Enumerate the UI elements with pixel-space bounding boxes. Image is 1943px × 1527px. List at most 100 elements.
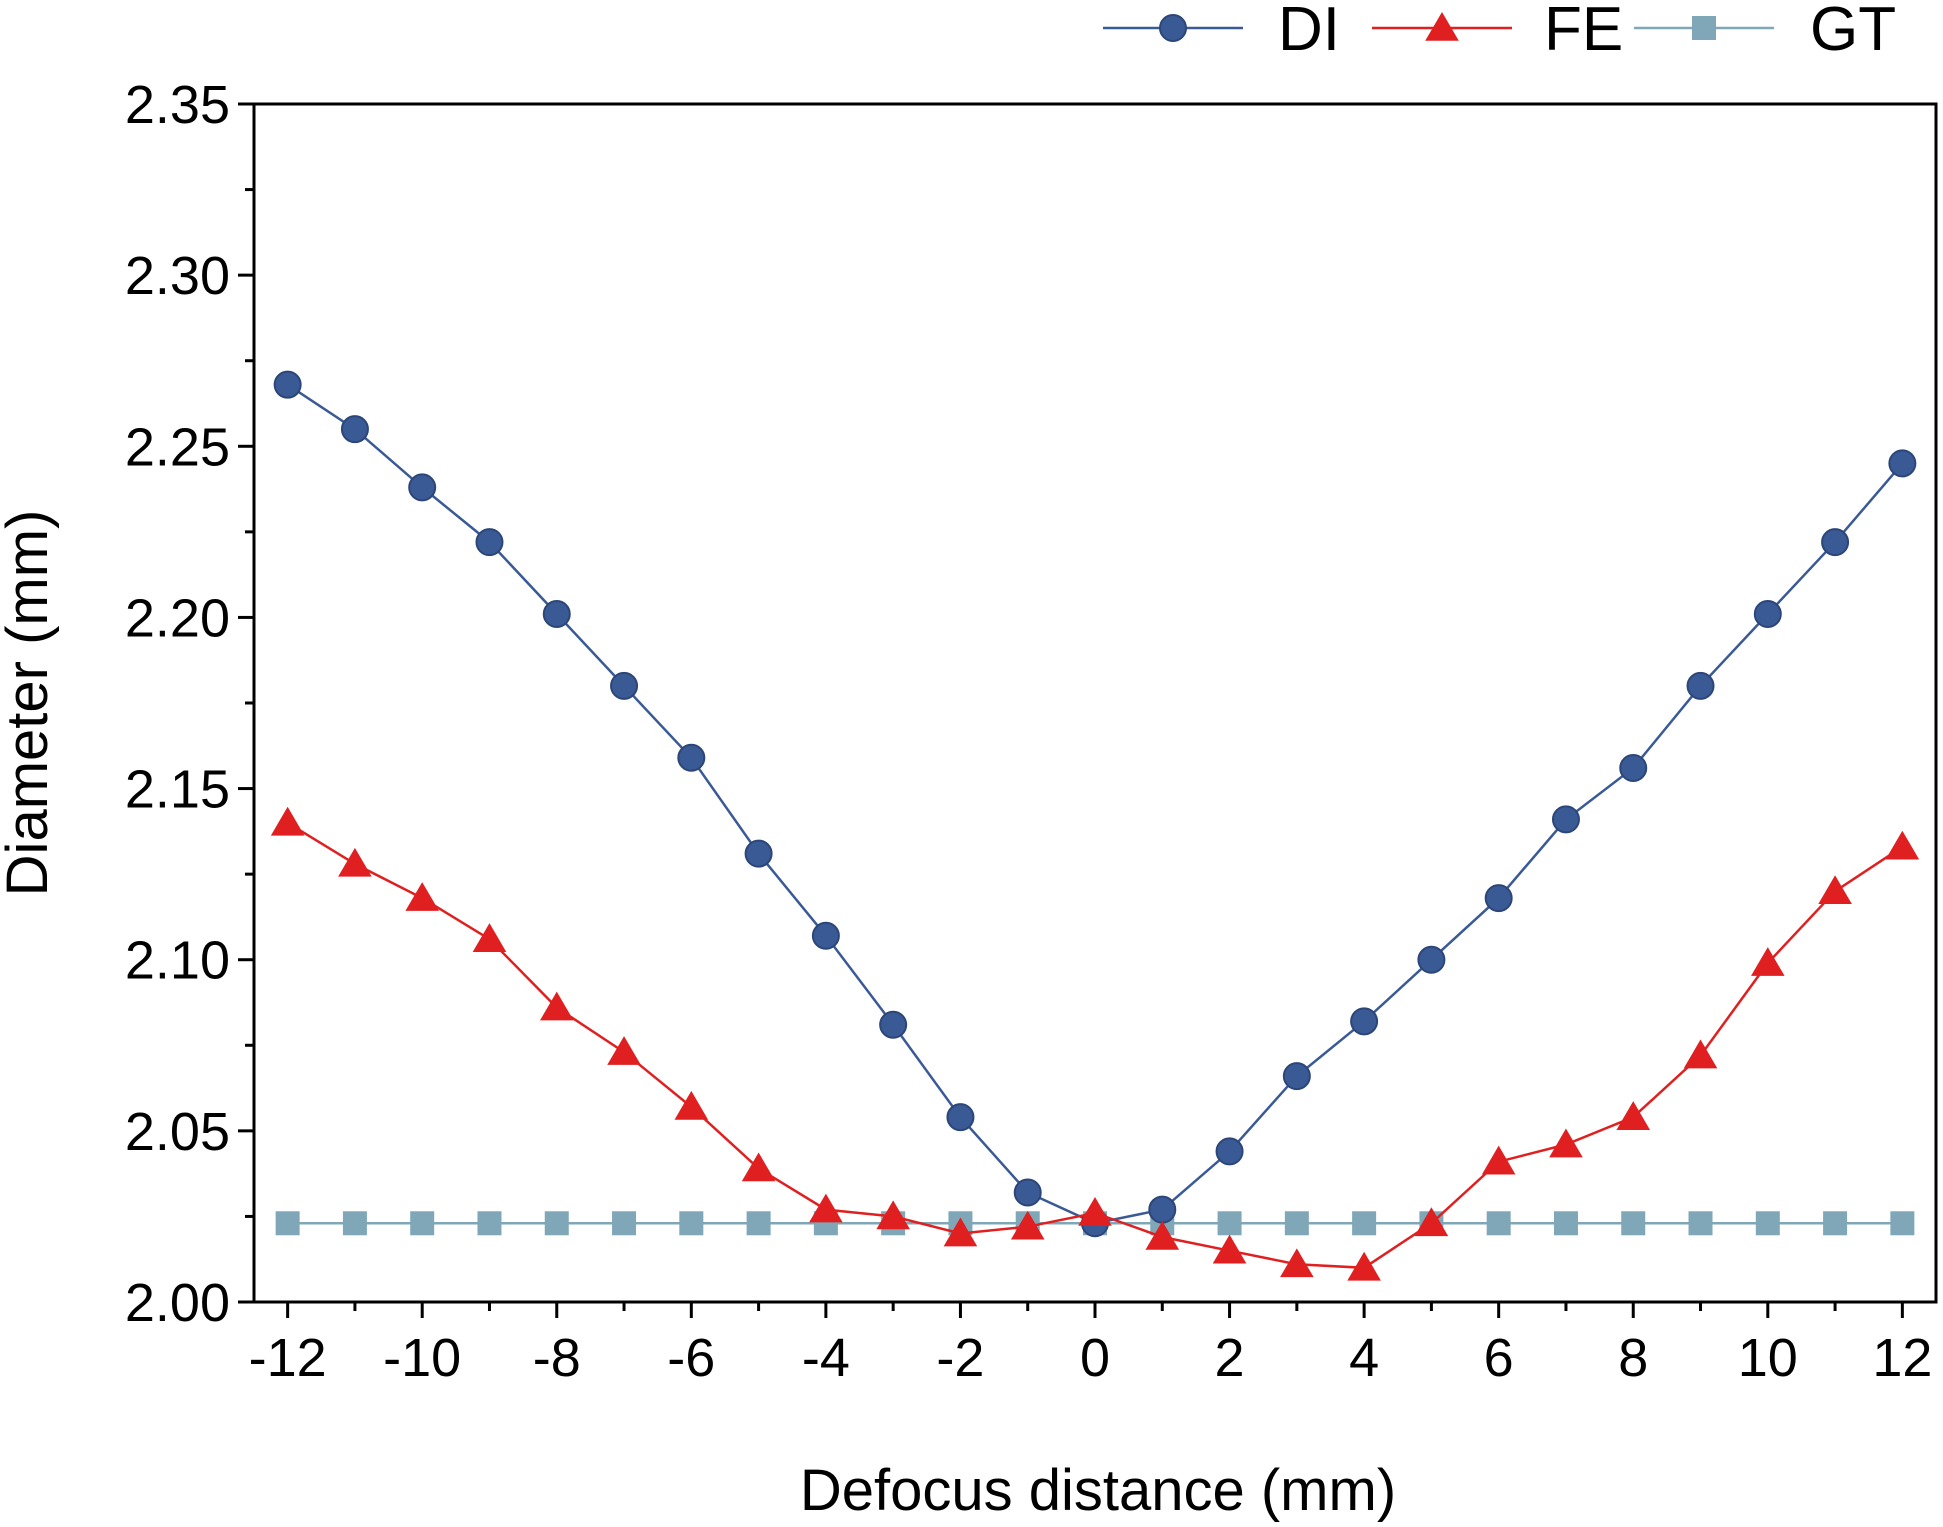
data-point-di bbox=[340, 415, 369, 444]
legend-marker bbox=[1425, 12, 1459, 41]
data-point-gt bbox=[1621, 1211, 1646, 1236]
data-point-di bbox=[946, 1103, 975, 1132]
y-axis-title: Diameter (mm) bbox=[0, 510, 60, 897]
data-point-di bbox=[879, 1010, 908, 1039]
data-point-di bbox=[475, 528, 504, 557]
data-point-di bbox=[1821, 528, 1850, 557]
data-point-fe bbox=[1145, 1220, 1180, 1250]
x-tick-label: -2 bbox=[936, 1328, 984, 1388]
x-tick-label: 2 bbox=[1215, 1328, 1245, 1388]
data-point-di bbox=[1753, 600, 1782, 629]
data-point-di bbox=[1484, 884, 1513, 913]
y-tick-label: 2.00 bbox=[125, 1273, 230, 1333]
data-point-fe bbox=[943, 1217, 978, 1247]
data-point-gt bbox=[1553, 1211, 1578, 1236]
data-point-di bbox=[1215, 1137, 1244, 1166]
series-line-di bbox=[286, 383, 1904, 1225]
plot-series bbox=[270, 370, 1920, 1281]
data-point-di bbox=[677, 743, 706, 772]
data-point-gt bbox=[1217, 1211, 1242, 1236]
data-point-fe bbox=[1347, 1251, 1381, 1281]
data-point-di bbox=[1350, 1007, 1379, 1036]
data-point-fe bbox=[539, 991, 574, 1021]
data-point-fe bbox=[1751, 947, 1785, 976]
x-tick-label: -10 bbox=[383, 1328, 461, 1388]
x-tick-label: -4 bbox=[802, 1328, 850, 1388]
x-tick-label: 4 bbox=[1349, 1328, 1379, 1388]
axes: 2.00 2.05 2.10 2.15 2.20 2.25 2.30 2.35 -12 -10 -8… bbox=[125, 75, 1938, 1388]
x-tick-label: 0 bbox=[1080, 1328, 1110, 1388]
data-point-gt bbox=[1352, 1211, 1377, 1236]
y-tick-label: 2.20 bbox=[125, 588, 230, 648]
data-point-fe bbox=[1481, 1145, 1516, 1175]
data-point-di bbox=[408, 473, 437, 502]
legend-label: DI bbox=[1278, 0, 1340, 64]
x-tick-label: -8 bbox=[533, 1328, 581, 1388]
data-point-gt bbox=[1755, 1211, 1780, 1236]
plot-frame bbox=[252, 102, 1938, 1304]
data-point-di bbox=[1282, 1062, 1311, 1091]
x-tick-label: 8 bbox=[1618, 1328, 1648, 1388]
data-point-di bbox=[1888, 449, 1917, 478]
legend-label: FE bbox=[1544, 0, 1623, 64]
data-point-gt bbox=[342, 1211, 367, 1236]
data-point-fe bbox=[472, 923, 507, 952]
data-point-gt bbox=[1890, 1211, 1915, 1236]
data-point-gt bbox=[544, 1211, 569, 1236]
data-point-fe bbox=[1549, 1128, 1583, 1158]
data-point-gt bbox=[1486, 1211, 1511, 1236]
y-tick-label: 2.10 bbox=[125, 931, 230, 991]
y-tick-label: 2.35 bbox=[125, 75, 230, 135]
data-point-di bbox=[1148, 1195, 1177, 1224]
legend-marker bbox=[1159, 14, 1187, 42]
data-point-di bbox=[811, 921, 840, 950]
legend-marker bbox=[1692, 16, 1716, 40]
data-point-fe bbox=[1010, 1210, 1045, 1240]
data-point-fe bbox=[1818, 875, 1852, 905]
series-fe bbox=[270, 806, 1920, 1281]
legend-item-gt: GT bbox=[1634, 0, 1896, 64]
data-point-fe bbox=[1683, 1039, 1718, 1069]
legend-item-di: DI bbox=[1103, 0, 1340, 64]
data-point-fe bbox=[1212, 1234, 1247, 1264]
data-point-gt bbox=[410, 1211, 435, 1236]
legend: DI FE GT bbox=[1103, 0, 1896, 64]
data-point-di bbox=[1417, 945, 1446, 974]
data-point-fe bbox=[674, 1090, 709, 1120]
data-point-gt bbox=[679, 1211, 704, 1236]
data-point-fe bbox=[1078, 1197, 1112, 1226]
data-point-gt bbox=[477, 1211, 502, 1236]
x-tick-label: -12 bbox=[249, 1328, 327, 1388]
data-point-gt bbox=[612, 1211, 637, 1236]
data-point-fe bbox=[338, 847, 372, 877]
x-tick-label: -6 bbox=[667, 1328, 715, 1388]
data-point-fe bbox=[1885, 830, 1920, 860]
data-point-di bbox=[1686, 671, 1715, 700]
series-gt bbox=[275, 1211, 1915, 1236]
data-point-di bbox=[273, 370, 302, 399]
data-point-fe bbox=[809, 1193, 843, 1223]
legend-label: GT bbox=[1810, 0, 1896, 64]
data-point-di bbox=[542, 600, 571, 629]
data-point-fe bbox=[876, 1200, 910, 1230]
y-tick-label: 2.30 bbox=[125, 246, 230, 306]
data-point-di bbox=[1551, 805, 1580, 834]
data-point-fe bbox=[741, 1152, 776, 1182]
data-point-fe bbox=[607, 1036, 641, 1065]
x-tick-label: 6 bbox=[1484, 1328, 1514, 1388]
x-axis-title: Defocus distance (mm) bbox=[800, 1458, 1396, 1523]
legend-item-fe: FE bbox=[1372, 0, 1623, 64]
y-tick-label: 2.15 bbox=[125, 760, 230, 820]
data-point-fe bbox=[1414, 1207, 1449, 1237]
data-point-di bbox=[1619, 754, 1648, 783]
x-tick-label: 10 bbox=[1738, 1328, 1798, 1388]
y-tick-label: 2.25 bbox=[125, 417, 230, 477]
data-point-fe bbox=[1280, 1248, 1314, 1278]
series-di bbox=[273, 370, 1917, 1238]
data-point-gt bbox=[275, 1211, 300, 1236]
data-point-fe bbox=[1616, 1101, 1651, 1130]
data-point-fe bbox=[405, 882, 439, 911]
data-point-di bbox=[610, 671, 639, 700]
y-tick-label: 2.05 bbox=[125, 1102, 230, 1162]
